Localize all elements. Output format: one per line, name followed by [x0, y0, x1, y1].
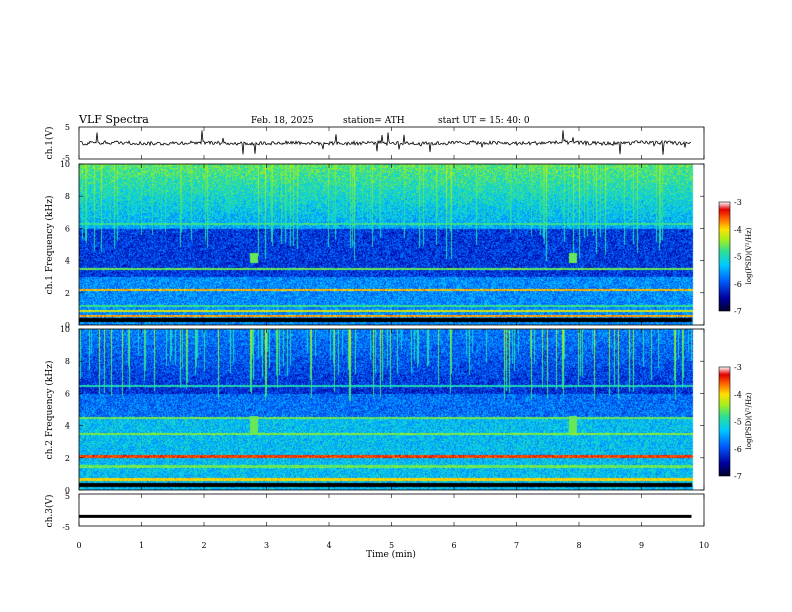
- ch2-spectrogram-heatmap: [79, 329, 704, 490]
- ch2-spectrogram-panel: ch.2 Frequency (kHz) 10 8 6 4 2 0: [44, 325, 705, 495]
- x-tick-label: 9: [639, 541, 644, 550]
- spectrogram-ytick: 0: [65, 486, 70, 495]
- ch3-voltage-ytick-top: 5: [65, 492, 70, 501]
- colorbar-tick-label: -4: [734, 225, 742, 234]
- colorbar-tick-label: -3: [734, 363, 742, 372]
- x-tick-label: 8: [576, 541, 581, 550]
- spectrogram-ytick: 10: [60, 160, 70, 169]
- date-label: Feb. 18, 2025: [251, 116, 314, 126]
- ch1-voltage-ylabel: ch.1(V): [44, 127, 55, 160]
- x-tick-label: 1: [139, 541, 144, 550]
- ch2-colorbar-label: log(PSD)(V²/Hz): [745, 392, 753, 449]
- x-tick-label: 6: [451, 541, 456, 550]
- ch1-spectrogram-ylabel: ch.1 Frequency (kHz): [44, 196, 55, 295]
- ch1-colorbar: -3 -4 -5 -6 -7 log(PSD)(V²/Hz): [718, 198, 753, 316]
- ch2-colorbar: -3 -4 -5 -6 -7 log(PSD)(V²/Hz): [718, 363, 753, 481]
- spectrogram-ytick: 10: [60, 325, 70, 334]
- ch3-voltage-ylabel: ch.3(V): [44, 495, 55, 528]
- station-label: station= ATH: [343, 116, 405, 126]
- x-tick-label: 4: [326, 541, 331, 550]
- ch1-voltage-ytick-top: 5: [65, 123, 70, 132]
- spectrogram-ytick: 4: [65, 422, 70, 431]
- ch1-spectrogram-panel: ch.1 Frequency (kHz) 10 8 6 4 2 0: [44, 160, 705, 330]
- ch1-voltage-ytick-bottom: -5: [62, 154, 70, 163]
- x-tick-label: 5: [389, 541, 394, 550]
- colorbar-tick-label: -3: [734, 198, 742, 207]
- ch3-voltage-ytick-bottom: -5: [62, 523, 70, 532]
- colorbar-tick-label: -6: [734, 445, 742, 454]
- colorbar-tick-label: -7: [734, 307, 742, 316]
- spectrogram-ytick: 2: [65, 289, 70, 298]
- spectrogram-ytick: 8: [65, 192, 70, 201]
- ch1-voltage-trace: [80, 130, 692, 155]
- colorbar-tick-label: -4: [734, 390, 742, 399]
- spectrogram-ytick: 4: [65, 257, 70, 266]
- x-tick-label: 3: [264, 541, 269, 550]
- x-axis-label: Time (min): [366, 549, 416, 560]
- spectrogram-ytick: 0: [65, 321, 70, 330]
- x-tick-label: 2: [201, 541, 206, 550]
- spectrogram-ytick: 6: [65, 224, 70, 233]
- ch1-voltage-panel: ch.1(V) 5 -5: [44, 123, 705, 163]
- colorbar-tick-label: -7: [734, 472, 742, 481]
- x-tick-label: 0: [76, 541, 81, 550]
- x-tick-label: 7: [514, 541, 519, 550]
- spectrogram-ytick: 2: [65, 454, 70, 463]
- colorbar-tick-label: -5: [734, 418, 742, 427]
- figure-title: VLF Spectra: [78, 113, 149, 126]
- start-ut-label: start UT = 15: 40: 0: [438, 116, 530, 126]
- ch2-spectrogram-ylabel: ch.2 Frequency (kHz): [44, 361, 55, 460]
- colorbar-tick-label: -5: [734, 253, 742, 262]
- colorbar-tick-label: -6: [734, 280, 742, 289]
- ch1-colorbar-label: log(PSD)(V²/Hz): [745, 227, 753, 284]
- x-tick-label: 10: [699, 541, 709, 550]
- spectrogram-ytick: 6: [65, 389, 70, 398]
- ch1-spectrogram-heatmap: [79, 164, 704, 325]
- ch3-voltage-panel: ch.3(V) 5 -5 Time (min) 0 1 2 3 4 5 6 7 8 9 10: [44, 127, 709, 560]
- spectrogram-ytick: 8: [65, 357, 70, 366]
